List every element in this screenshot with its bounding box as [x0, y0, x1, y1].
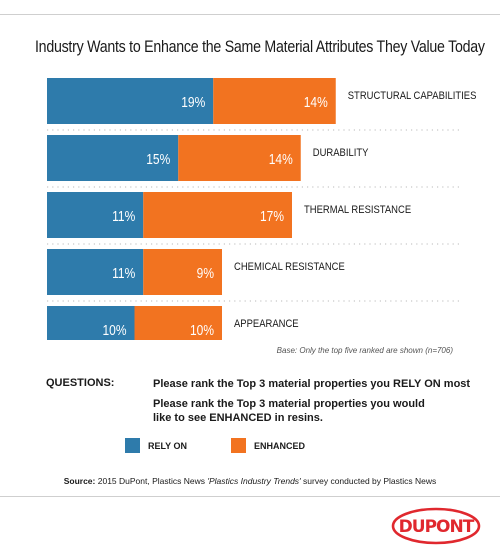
- top-rule: [0, 14, 500, 15]
- source-survey-name: 'Plastics Industry Trends': [207, 476, 301, 486]
- bar-rely-on-4: [47, 249, 144, 295]
- bar-enhanced-4: [143, 249, 222, 295]
- base-note: Base: Only the top five ranked are shown…: [276, 346, 453, 355]
- legend-enhanced: ENHANCED: [231, 438, 305, 453]
- legend-label-enhanced: ENHANCED: [254, 440, 306, 451]
- source-text-end: survey conducted by Plastics News: [300, 476, 437, 486]
- stacked-bar-chart: 19% 14% STRUCTURAL CAPABILITIES 15% 14% DURAB…: [47, 78, 477, 340]
- data-label-rely-on-5: 10%: [102, 322, 126, 339]
- bar-rely-on-5: [47, 306, 135, 340]
- bottom-rule: [0, 496, 500, 497]
- category-label-4: CHEMICAL RESISTANCE: [234, 261, 345, 273]
- category-label-5: APPEARANCE: [234, 318, 299, 330]
- data-label-rely-on-2: 15%: [146, 151, 170, 168]
- source-label: Source:: [63, 476, 96, 486]
- legend-label-rely-on: RELY ON: [148, 440, 188, 451]
- bar-enhanced-1: [213, 78, 336, 124]
- data-label-rely-on-4: 11%: [112, 265, 135, 282]
- data-label-enhanced-3: 17%: [260, 208, 284, 225]
- questions-label: QUESTIONS:: [46, 377, 115, 389]
- category-label-3: THERMAL RESISTANCE: [304, 204, 411, 216]
- data-label-rely-on-3: 11%: [112, 208, 135, 225]
- question-enhanced: Please rank the Top 3 material propertie…: [153, 398, 425, 424]
- category-label-2: DURABILITY: [313, 147, 369, 159]
- svg-text:DUPONT: DUPONT: [399, 517, 475, 537]
- dupont-logo: DUPONT: [391, 507, 481, 545]
- data-label-enhanced-4: 9%: [197, 265, 214, 282]
- chart-title: Industry Wants to Enhance the Same Mater…: [35, 38, 485, 56]
- bar-rely-on-1: [47, 78, 214, 124]
- legend-rely-on: RELY ON: [125, 438, 187, 453]
- data-label-enhanced-2: 14%: [269, 151, 293, 168]
- source-text: 2015 DuPont, Plastics News: [97, 476, 208, 486]
- legend-swatch-enhanced: [231, 438, 246, 453]
- source-note: Source: 2015 DuPont, Plastics News 'Plas…: [0, 476, 500, 486]
- legend-swatch-rely-on: [125, 438, 140, 453]
- bar-enhanced-3: [143, 192, 292, 238]
- bar-enhanced-2: [178, 135, 301, 181]
- bar-rely-on-2: [47, 135, 179, 181]
- data-label-rely-on-1: 19%: [181, 94, 205, 111]
- bar-enhanced-5: [134, 306, 222, 340]
- data-label-enhanced-1: 14%: [304, 94, 328, 111]
- question-rely-on: Please rank the Top 3 material propertie…: [153, 378, 471, 390]
- bar-rely-on-3: [47, 192, 144, 238]
- category-label-1: STRUCTURAL CAPABILITIES: [348, 90, 477, 102]
- data-label-enhanced-5: 10%: [190, 322, 214, 339]
